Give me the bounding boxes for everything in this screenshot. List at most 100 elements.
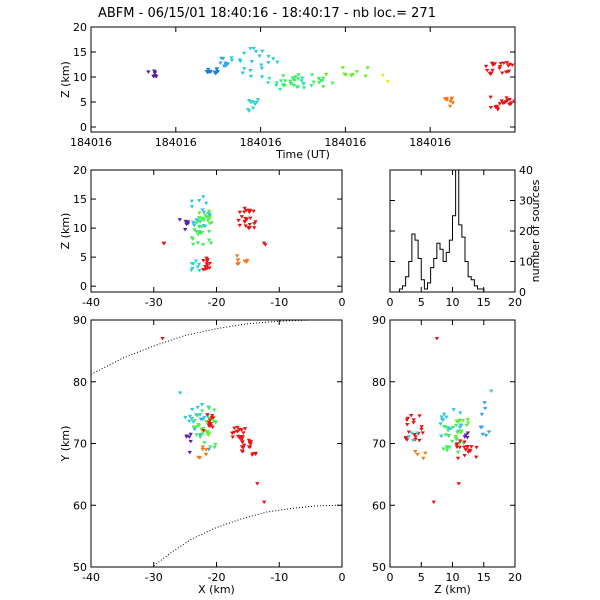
source-point: [488, 95, 493, 100]
source-point: [235, 258, 241, 263]
source-point: [199, 230, 205, 235]
source-point: [423, 451, 428, 456]
y-tick-label: 20: [519, 225, 533, 238]
source-point: [237, 223, 242, 228]
x-tick-label: 20: [508, 571, 522, 584]
source-point: [288, 79, 293, 84]
y-tick-label: 60: [73, 499, 87, 512]
histogram-bin: [443, 262, 446, 293]
source-point: [246, 438, 252, 443]
source-point: [218, 61, 223, 65]
source-point: [194, 425, 199, 429]
source-point: [292, 78, 297, 83]
source-point: [185, 221, 191, 226]
plot-area: [161, 195, 268, 273]
source-point: [450, 101, 456, 105]
source-point: [259, 75, 265, 79]
source-point: [244, 217, 250, 222]
source-point: [449, 439, 455, 444]
source-point: [206, 229, 212, 234]
source-point: [457, 445, 463, 450]
y-tick-label: 0: [80, 280, 87, 293]
source-point: [417, 414, 422, 418]
source-point: [505, 70, 511, 74]
source-point: [187, 450, 192, 455]
source-point: [448, 427, 453, 431]
x-tick-label: 184016: [324, 136, 366, 149]
panel-x-y: -40 -30 -20 -10 0 50 60 70 80 90 X (km) Y (km): [59, 314, 346, 596]
x-tick-label: 20: [508, 296, 522, 309]
histogram-bin: [446, 252, 449, 292]
source-point: [207, 261, 212, 266]
source-point: [409, 414, 414, 418]
range-ring: [153, 504, 342, 567]
source-point: [160, 337, 165, 341]
x-tick-label: 0: [339, 296, 346, 309]
panel-z-y: 0 5 10 15 20 50 60 70 80 90 Z (km): [372, 314, 522, 596]
x-tick-label: 5: [418, 571, 425, 584]
histogram-bin: [481, 289, 484, 292]
source-point: [469, 445, 474, 449]
y-tick-label: 60: [372, 499, 386, 512]
source-point: [501, 61, 507, 66]
source-point: [201, 195, 206, 199]
source-point: [207, 221, 212, 226]
source-point: [200, 432, 205, 436]
source-point: [464, 444, 470, 449]
source-point: [509, 101, 514, 106]
histogram-bin: [403, 286, 406, 292]
source-point: [444, 415, 449, 420]
source-point: [406, 435, 412, 439]
source-point: [206, 420, 212, 425]
plot-frame: [389, 319, 516, 568]
x-tick-label: -20: [208, 571, 226, 584]
source-point: [490, 63, 496, 67]
source-point: [187, 435, 192, 439]
source-point: [488, 105, 494, 110]
source-point: [299, 79, 304, 83]
source-point: [196, 230, 201, 234]
source-point: [492, 62, 498, 66]
source-point: [196, 262, 202, 267]
source-point: [455, 431, 460, 435]
x-tick-label: 0: [339, 571, 346, 584]
source-point: [202, 267, 208, 272]
source-point: [241, 51, 247, 56]
source-point: [213, 420, 219, 425]
histogram-bin: [449, 240, 452, 292]
source-point: [419, 427, 424, 432]
source-point: [300, 76, 305, 81]
source-point: [212, 408, 217, 413]
source-point: [201, 210, 207, 215]
source-point: [447, 445, 452, 450]
source-point: [191, 425, 196, 429]
histogram-bin: [474, 286, 477, 292]
source-point: [486, 430, 492, 434]
y-axis-label: Z (km): [59, 213, 72, 250]
source-point: [245, 108, 251, 112]
source-point: [291, 83, 296, 88]
source-point: [454, 437, 459, 442]
source-point: [444, 445, 450, 449]
range-ring: [91, 320, 342, 375]
source-point: [275, 60, 280, 65]
y-tick-label: 15: [73, 193, 87, 206]
source-point: [146, 70, 151, 74]
histogram-bin: [453, 216, 456, 292]
x-tick-label: 184016: [409, 136, 451, 149]
source-point: [250, 452, 256, 456]
source-point: [311, 80, 316, 85]
source-point: [161, 242, 167, 246]
source-point: [441, 412, 447, 417]
source-point: [257, 54, 262, 59]
y-tick-label: 0: [80, 121, 87, 134]
source-point: [251, 46, 256, 51]
source-point: [404, 438, 410, 442]
source-point: [482, 406, 488, 411]
source-point: [484, 68, 490, 73]
source-point: [265, 81, 271, 85]
source-point: [261, 241, 267, 246]
source-point: [464, 423, 470, 428]
source-point: [229, 56, 234, 60]
source-point: [152, 70, 158, 75]
